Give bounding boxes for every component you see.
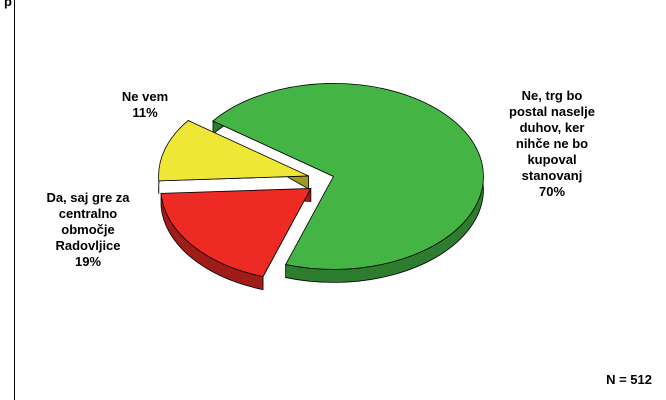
slice-yes-central — [160, 188, 312, 291]
slice-dont-know — [158, 119, 309, 194]
slice-yes-central-top — [160, 188, 312, 278]
sample-size: N = 512 — [606, 372, 652, 387]
label-yes-central: Da, saj gre za centralno območje Radovlj… — [46, 190, 130, 269]
label-no-ghost-town: Ne, trg bo postal naselje duhov, ker nih… — [509, 88, 595, 199]
chart-title: p — [4, 0, 12, 9]
slice-dont-know-top — [158, 120, 309, 182]
slice-no-ghost-town-top — [212, 83, 484, 270]
label-dont-know: Ne vem 11% — [121, 89, 169, 120]
slice-no-ghost-town — [212, 83, 484, 283]
